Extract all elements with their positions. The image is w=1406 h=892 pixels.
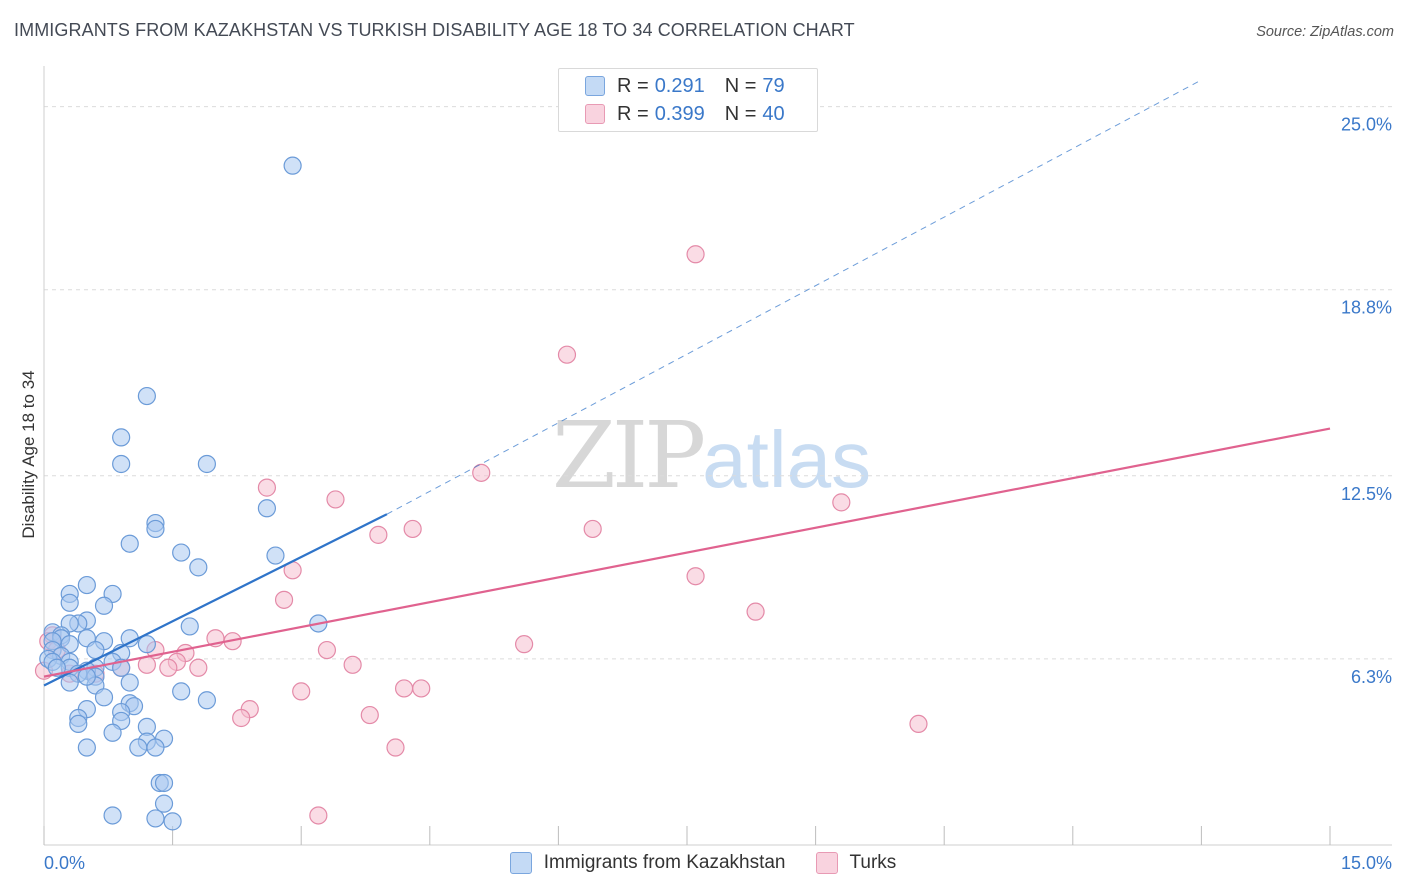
kazakhstan-point	[137, 635, 156, 654]
stats-legend: R = 0.291 N = 79 R = 0.399 N = 40	[558, 68, 818, 132]
legend-label-kazakhstan: Immigrants from Kazakhstan	[543, 852, 786, 873]
kazakhstan-point	[94, 596, 114, 615]
series-legend: Immigrants from Kazakhstan Turks	[0, 852, 1406, 874]
x-tick-label: 0.0%	[44, 853, 85, 873]
y-tick-label: 12.5%	[1341, 484, 1392, 504]
kazakhstan-point	[154, 794, 174, 813]
turks-point	[292, 682, 311, 701]
r-value: 0.291	[654, 74, 705, 97]
x-tick-label: 15.0%	[1341, 853, 1392, 873]
kazakhstan-point	[86, 640, 105, 660]
turks-point	[472, 463, 491, 482]
blue-swatch-icon	[585, 76, 605, 96]
kazakhstan-point	[197, 454, 216, 474]
turks-point	[232, 708, 251, 728]
chart-title: IMMIGRANTS FROM KAZAKHSTAN VS TURKISH DI…	[14, 20, 855, 40]
axes	[43, 66, 1392, 846]
turks-point	[386, 738, 405, 757]
kazakhstan-point	[103, 806, 122, 825]
r-label: R =	[617, 102, 649, 125]
kazakhstan-point	[60, 593, 79, 612]
kazakhstan-trend-extension	[386, 79, 1202, 515]
kazakhstan-point	[69, 714, 88, 733]
kazakhstan-point	[129, 738, 148, 757]
turks-point	[159, 658, 178, 677]
kazakhstan-point	[180, 617, 199, 636]
zipatlas-watermark: ZIPatlas	[552, 402, 872, 509]
trend-lines	[43, 79, 1331, 687]
turks-point	[343, 655, 362, 674]
turks-point	[412, 679, 431, 698]
kazakhstan-point	[154, 773, 174, 793]
kazakhstan-point	[146, 519, 165, 539]
pink-swatch-icon	[585, 104, 605, 124]
kazakhstan-point	[146, 738, 165, 757]
kazakhstan-point	[266, 546, 285, 565]
n-value: 40	[762, 102, 785, 125]
kazakhstan-point	[103, 723, 122, 742]
turks-point	[909, 714, 928, 733]
kazakhstan-point	[120, 534, 139, 553]
r-value: 0.399	[654, 102, 705, 125]
y-tick-label: 6.3%	[1351, 667, 1392, 687]
turks-trend-line	[43, 427, 1331, 678]
turks-point	[746, 602, 765, 621]
y-axis-title: Disability Age 18 to 34	[19, 370, 38, 538]
n-value: 79	[762, 74, 785, 97]
turks-point	[369, 525, 388, 544]
kazakhstan-point	[257, 499, 277, 518]
legend-row-turks: R = 0.399 N = 40	[585, 101, 785, 127]
n-label: N =	[724, 74, 757, 97]
pink-swatch-icon	[815, 852, 838, 874]
kazakhstan-point	[77, 575, 96, 595]
tick-labels: 6.3% 12.5% 18.8% 25.0% 0.0% 15.0% Disability A…	[19, 115, 1392, 873]
kazakhstan-point	[137, 386, 156, 406]
kazakhstan-point	[197, 691, 216, 710]
turks-point	[394, 679, 414, 698]
turks-point	[317, 640, 337, 660]
legend-label-turks: Turks	[849, 852, 897, 873]
turks-point	[832, 493, 851, 512]
turks-point	[403, 519, 422, 539]
turks-point	[583, 519, 602, 539]
data-points	[34, 156, 928, 831]
turks-point	[557, 345, 577, 364]
blue-swatch-icon	[509, 852, 532, 874]
turks-point	[257, 478, 277, 497]
kazakhstan-point	[146, 809, 165, 828]
n-label: N =	[724, 102, 757, 125]
turks-point	[274, 590, 294, 609]
turks-point	[686, 567, 705, 586]
turks-point	[515, 635, 534, 654]
y-tick-label: 18.8%	[1341, 298, 1392, 318]
kazakhstan-point	[77, 738, 96, 757]
kazakhstan-point	[120, 673, 139, 692]
gridlines	[44, 106, 1392, 660]
kazakhstan-trend-line	[43, 513, 388, 687]
kazakhstan-point	[112, 428, 131, 447]
kazakhstan-point	[172, 682, 191, 701]
legend-item-turks[interactable]: Turks	[815, 852, 897, 874]
kazakhstan-point	[94, 688, 114, 707]
kazakhstan-point	[47, 658, 66, 677]
turks-point	[309, 806, 328, 825]
kazakhstan-point	[120, 629, 139, 648]
kazakhstan-point	[112, 454, 131, 474]
r-label: R =	[617, 74, 649, 97]
turks-point	[686, 245, 705, 264]
legend-row-kazakhstan: R = 0.291 N = 79	[585, 73, 785, 99]
legend-item-kazakhstan[interactable]: Immigrants from Kazakhstan	[509, 852, 786, 874]
kazakhstan-point	[77, 667, 96, 686]
source-credit: Source: ZipAtlas.com	[1256, 24, 1394, 40]
y-tick-label: 25.0%	[1341, 115, 1392, 135]
turks-point	[326, 490, 345, 509]
kazakhstan-point	[60, 673, 79, 692]
kazakhstan-point	[163, 812, 182, 831]
kazakhstan-point	[283, 156, 302, 175]
kazakhstan-point	[172, 543, 191, 562]
turks-point	[360, 705, 379, 725]
turks-point	[189, 658, 208, 677]
kazakhstan-point	[189, 558, 208, 577]
